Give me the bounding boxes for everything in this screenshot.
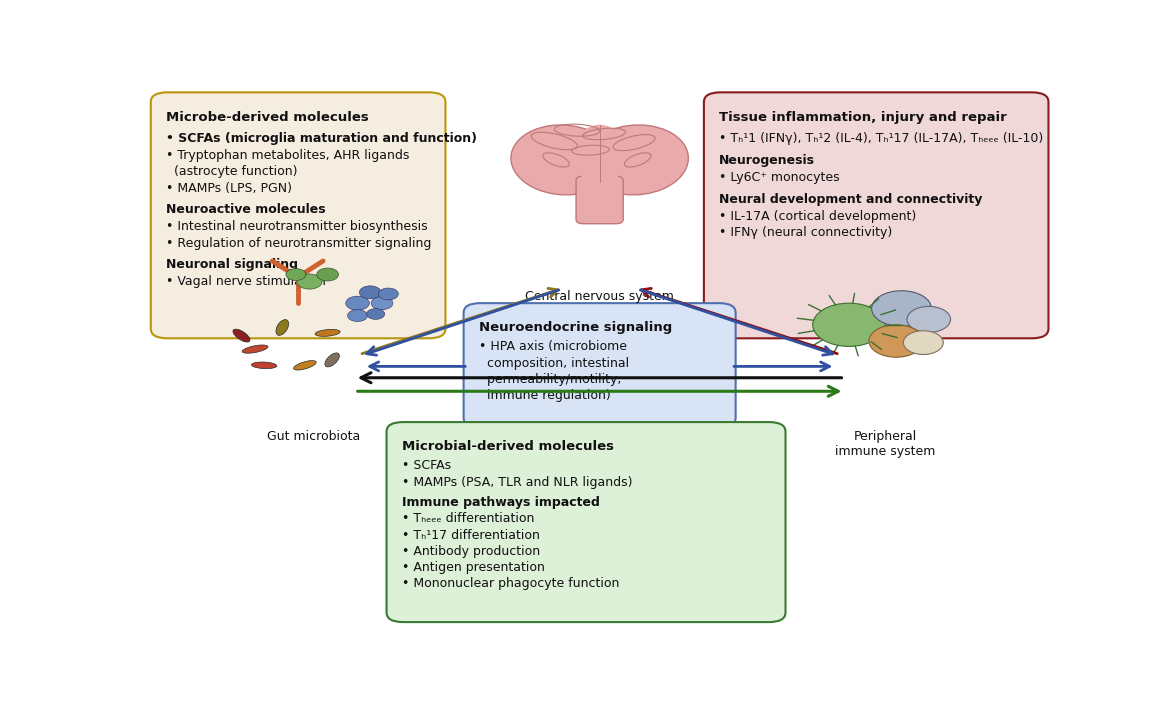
Text: • Vagal nerve stimulation: • Vagal nerve stimulation [166,274,326,288]
Text: • Tryptophan metabolites, AHR ligands: • Tryptophan metabolites, AHR ligands [166,149,410,161]
FancyBboxPatch shape [704,93,1048,338]
Ellipse shape [315,329,340,336]
FancyBboxPatch shape [576,176,624,224]
Circle shape [872,291,931,326]
Text: • Ly6C⁺ monocytes: • Ly6C⁺ monocytes [720,171,840,184]
Text: Microbe-derived molecules: Microbe-derived molecules [166,112,369,124]
Ellipse shape [252,362,277,369]
Text: Neural development and connectivity: Neural development and connectivity [720,193,983,206]
Text: Central nervous system: Central nervous system [525,290,674,303]
Circle shape [903,331,943,355]
Text: Neuroactive molecules: Neuroactive molecules [166,203,325,216]
Circle shape [869,325,923,357]
Circle shape [371,297,393,310]
Text: • Tₕ¹1 (IFNγ), Tₕ¹2 (IL-4), Tₕ¹17 (IL-17A), Tₕₑₑₑ (IL-10): • Tₕ¹1 (IFNγ), Tₕ¹2 (IL-4), Tₕ¹17 (IL-17… [720,132,1044,145]
Text: immune regulation): immune regulation) [479,389,611,402]
Text: Gut microbiota: Gut microbiota [268,430,360,443]
Text: • Antibody production: • Antibody production [402,545,541,558]
Ellipse shape [325,353,339,367]
Text: • SCFAs: • SCFAs [402,459,452,472]
Circle shape [366,309,385,319]
Text: Tissue inflammation, injury and repair: Tissue inflammation, injury and repair [720,112,1007,124]
Ellipse shape [584,125,688,195]
Text: • SCFAs (microglia maturation and function): • SCFAs (microglia maturation and functi… [166,132,477,145]
FancyBboxPatch shape [386,422,785,622]
Ellipse shape [242,345,268,353]
Text: Neurogenesis: Neurogenesis [720,154,815,167]
Ellipse shape [276,319,289,336]
Text: • Tₕₑₑₑ differentiation: • Tₕₑₑₑ differentiation [402,512,535,525]
Circle shape [285,269,305,281]
Ellipse shape [572,125,627,184]
Text: • Antigen presentation: • Antigen presentation [402,561,545,574]
Text: • MAMPs (PSA, TLR and NLR ligands): • MAMPs (PSA, TLR and NLR ligands) [402,475,633,489]
Circle shape [813,303,886,346]
Text: permeability/motility,: permeability/motility, [479,373,621,386]
Circle shape [907,306,950,332]
Text: Immune pathways impacted: Immune pathways impacted [402,496,600,509]
Text: • IL-17A (cortical development): • IL-17A (cortical development) [720,210,916,223]
Circle shape [359,286,381,299]
Circle shape [297,274,322,289]
Circle shape [317,268,338,281]
Text: Microbial-derived molecules: Microbial-derived molecules [402,440,614,453]
Ellipse shape [233,329,250,342]
Ellipse shape [511,125,615,195]
Text: Neuronal signaling: Neuronal signaling [166,258,298,271]
Text: • Mononuclear phagocyte function: • Mononuclear phagocyte function [402,577,619,590]
FancyBboxPatch shape [463,303,736,428]
Text: • Regulation of neurotransmitter signaling: • Regulation of neurotransmitter signali… [166,237,432,250]
Text: (astrocyte function): (astrocyte function) [166,166,297,178]
Text: composition, intestinal: composition, intestinal [479,357,629,370]
Circle shape [378,288,398,300]
Text: • IFNγ (neural connectivity): • IFNγ (neural connectivity) [720,227,893,239]
Text: Peripheral
immune system: Peripheral immune system [835,430,936,458]
Text: • HPA axis (microbiome: • HPA axis (microbiome [479,340,627,353]
Ellipse shape [294,361,316,370]
Circle shape [345,296,370,310]
Text: Neuroendocrine signaling: Neuroendocrine signaling [479,321,673,334]
Circle shape [347,310,367,322]
Text: • Tₕ¹17 differentiation: • Tₕ¹17 differentiation [402,529,539,541]
Text: • Intestinal neurotransmitter biosynthesis: • Intestinal neurotransmitter biosynthes… [166,220,428,233]
Text: • MAMPs (LPS, PGN): • MAMPs (LPS, PGN) [166,182,292,195]
FancyBboxPatch shape [151,93,446,338]
